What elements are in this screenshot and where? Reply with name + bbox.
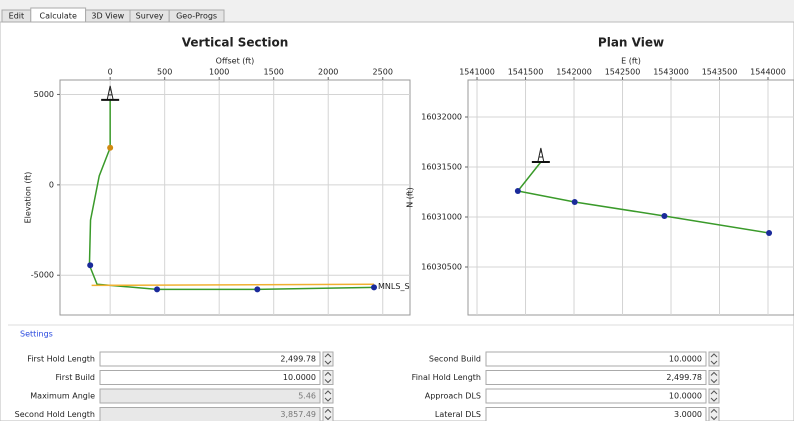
x-tick-label: 2000: [318, 68, 338, 77]
x-tick-label: 1542000: [556, 68, 592, 77]
y-tick-label: -5000: [31, 271, 54, 280]
x-tick-label: 1542500: [605, 68, 641, 77]
data-point: [254, 286, 261, 293]
spinner[interactable]: [708, 370, 720, 385]
x-axis-title: E (ft): [621, 57, 641, 66]
field-label: Maximum Angle: [30, 392, 95, 401]
data-point: [154, 286, 161, 293]
x-tick-label: 1543000: [653, 68, 689, 77]
x-axis-title: Offset (ft): [216, 57, 255, 66]
spinner-arrows: [710, 371, 718, 384]
tab-label[interactable]: 3D View: [91, 12, 124, 21]
data-point: [87, 262, 94, 269]
input-box[interactable]: [485, 407, 707, 421]
x-tick-label: 0: [108, 68, 113, 77]
spinner[interactable]: [708, 351, 720, 367]
input-box[interactable]: [485, 351, 707, 367]
spinner[interactable]: [322, 351, 334, 367]
y-tick-label: 16030500: [421, 263, 462, 272]
y-tick-label: 16031000: [421, 213, 462, 222]
input-box: [99, 407, 321, 421]
spinner-arrows: [324, 408, 332, 421]
y-tick-label: 5000: [34, 90, 54, 99]
tab-label[interactable]: Calculate: [40, 12, 77, 21]
spinner-arrows: [710, 408, 718, 421]
spinner-arrows: [710, 390, 718, 402]
input-box[interactable]: [485, 370, 707, 385]
spinner-arrows: [324, 390, 332, 402]
wellhead-icon: [537, 147, 545, 163]
input-value: 10.0000: [283, 373, 316, 382]
field-label: Second Build: [429, 355, 481, 364]
data-point: [571, 199, 578, 205]
field-label: Approach DLS: [425, 392, 481, 401]
tab-label[interactable]: Edit: [9, 12, 25, 21]
spinner-arrows: [324, 353, 332, 365]
input-value: 2,499.78: [666, 373, 702, 382]
field-label: First Hold Length: [27, 355, 95, 364]
field-label: Final Hold Length: [412, 373, 481, 382]
data-point: [107, 144, 114, 151]
chart-title: Plan View: [598, 36, 664, 50]
y-tick-label: 16031500: [421, 163, 462, 172]
y-tick-label: 16032000: [421, 113, 462, 122]
x-tick-label: 1544000: [750, 68, 786, 77]
field-label: Second Hold Length: [15, 410, 95, 419]
chart: Plan View E (ft) N (ft) 1541000 1541500 15420…: [406, 36, 794, 316]
spinner[interactable]: [322, 407, 334, 421]
x-tick-label: 1000: [209, 68, 229, 77]
y-tick-label: 0: [49, 180, 54, 189]
y-axis-title: Elevation (ft): [24, 172, 33, 224]
data-point: [661, 213, 668, 219]
annotation: MNLS_S: [378, 282, 410, 291]
chart: Vertical Section Offset (ft) Elevation (ft…: [24, 36, 411, 316]
tab-label[interactable]: Survey: [136, 12, 164, 21]
wellhead-icon: [106, 85, 114, 100]
data-point: [371, 284, 378, 291]
section-title: Settings: [20, 330, 53, 339]
spinner-arrows: [710, 353, 718, 365]
field-label: Lateral DLS: [435, 410, 481, 419]
tab[interactable]: [168, 9, 225, 23]
tab-label[interactable]: Geo-Progs: [176, 12, 217, 21]
x-tick-label: 2500: [373, 68, 393, 77]
spinner[interactable]: [708, 388, 720, 404]
data-point: [766, 230, 773, 236]
spinner-arrows: [324, 371, 332, 384]
input-value: 10.0000: [669, 392, 702, 401]
input-value: 5.46: [298, 392, 316, 401]
field-label: First Build: [56, 373, 95, 382]
input-value: 3,857.49: [280, 410, 316, 419]
spinner[interactable]: [322, 370, 334, 385]
plot-area: [467, 79, 794, 316]
x-tick-label: 1541000: [459, 68, 495, 77]
x-tick-label: 1500: [264, 68, 284, 77]
input-value: 10.0000: [669, 355, 702, 364]
input-value: 3.0000: [674, 410, 702, 419]
spinner[interactable]: [708, 407, 720, 421]
series-line: [91, 283, 375, 287]
input-value: 2,499.78: [280, 355, 316, 364]
plot-area: [59, 79, 411, 316]
input-box[interactable]: [99, 370, 321, 385]
x-tick-label: 500: [157, 68, 172, 77]
input-box: [99, 388, 321, 404]
input-box[interactable]: [485, 388, 707, 404]
spinner[interactable]: [322, 388, 334, 404]
x-tick-label: 1543500: [702, 68, 738, 77]
input-box[interactable]: [99, 351, 321, 367]
data-point: [514, 188, 521, 194]
x-tick-label: 1541500: [508, 68, 544, 77]
chart-title: Vertical Section: [182, 36, 289, 50]
y-axis-title: N (ft): [406, 187, 415, 208]
